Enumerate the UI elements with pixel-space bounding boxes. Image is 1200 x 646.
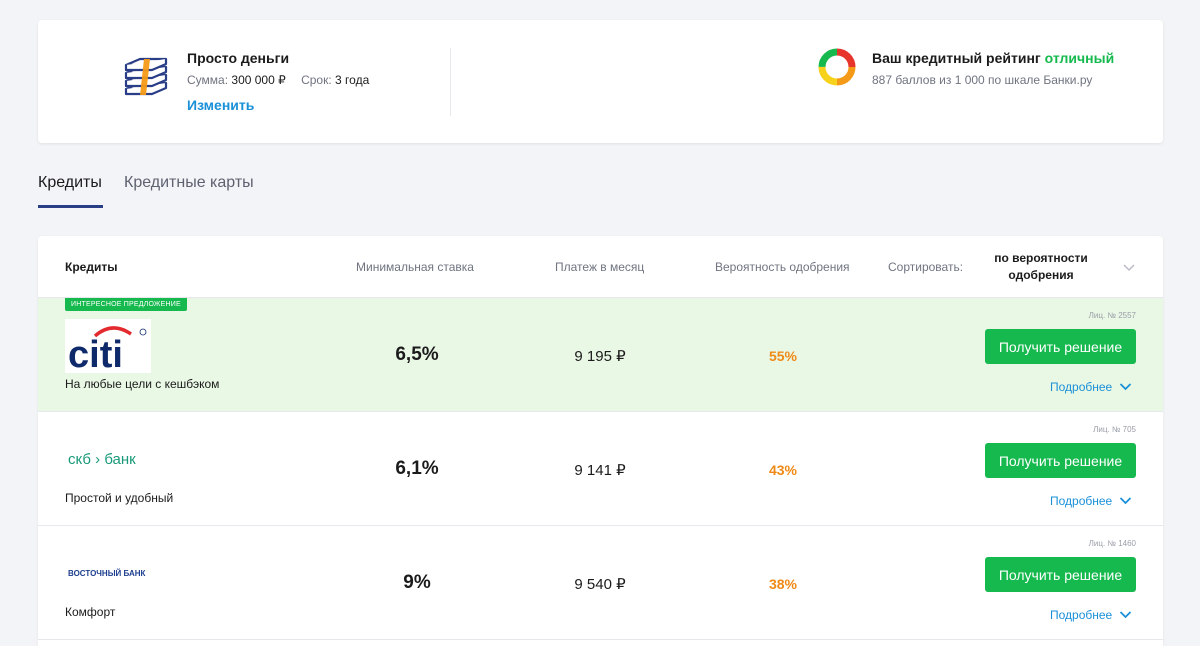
monthly-payment: 9 195 ₽: [574, 348, 626, 365]
term-value: 3 года: [335, 73, 370, 87]
credit-rating-score: 887 баллов из 1 000 по шкале Банки.ру: [872, 73, 1093, 87]
table-header: Кредиты Минимальная ставка Платеж в меся…: [38, 236, 1163, 298]
credit-rating-label: Ваш кредитный рейтинг: [872, 50, 1041, 66]
active-tab-indicator: [38, 205, 103, 208]
vostochny-logo-text: ВОСТОЧНЫЙ БАНК: [68, 569, 145, 578]
sort-label: Сортировать:: [888, 260, 964, 274]
credit-rating-value: отличный: [1044, 50, 1115, 66]
divider: [450, 48, 451, 116]
table-row: ИНТЕРЕСНОЕ ПРЕДЛОЖЕНИЕ citi На любые цел…: [38, 298, 1163, 412]
chevron-down-icon[interactable]: [1119, 610, 1132, 619]
column-header-probability: Вероятность одобрения: [715, 260, 850, 274]
column-header-credits: Кредиты: [65, 260, 118, 274]
details-link[interactable]: Подробнее: [1050, 494, 1113, 508]
promo-badge: ИНТЕРЕСНОЕ ПРЕДЛОЖЕНИЕ: [65, 298, 187, 311]
credit-rating-title: Ваш кредитный рейтинг отличный: [872, 50, 1114, 66]
chevron-down-icon[interactable]: [1122, 262, 1136, 272]
license-number: Лиц. № 1460: [1088, 539, 1136, 548]
details-link[interactable]: Подробнее: [1050, 608, 1113, 622]
chevron-down-icon[interactable]: [1119, 382, 1132, 391]
credit-rating-donut-icon: [818, 48, 856, 86]
tab-credit-cards[interactable]: Кредитные карты: [124, 174, 254, 191]
table-row: скб › банк Простой и удобный 6,1% 9 141 …: [38, 412, 1163, 526]
loan-summary-card: Просто деньги Сумма: 300 000 ₽ Срок: 3 г…: [38, 20, 1163, 143]
citi-logo-text: citi: [68, 334, 123, 373]
min-rate: 6,1%: [395, 458, 439, 479]
citi-logo: citi: [65, 319, 151, 373]
column-header-rate: Минимальная ставка: [356, 260, 474, 274]
tab-credits[interactable]: Кредиты: [38, 174, 102, 191]
details-link[interactable]: Подробнее: [1050, 380, 1113, 394]
license-number: Лиц. № 705: [1093, 425, 1136, 434]
offers-table: Кредиты Минимальная ставка Платеж в меся…: [38, 236, 1163, 646]
get-decision-button[interactable]: Получить решение: [985, 557, 1136, 592]
change-link[interactable]: Изменить: [187, 97, 255, 113]
chevron-down-icon[interactable]: [1119, 496, 1132, 505]
get-decision-button[interactable]: Получить решение: [985, 443, 1136, 478]
sort-dropdown[interactable]: по вероятности одобрения: [994, 251, 1088, 282]
approval-probability: 43%: [768, 462, 798, 478]
min-rate: 9%: [403, 572, 431, 593]
product-description: Комфорт: [65, 605, 116, 619]
product-title: Просто деньги: [187, 50, 290, 66]
approval-probability: 38%: [768, 576, 798, 592]
monthly-payment: 9 540 ₽: [574, 576, 626, 593]
product-params: Сумма: 300 000 ₽ Срок: 3 года: [187, 73, 369, 87]
get-decision-button[interactable]: Получить решение: [985, 329, 1136, 364]
amount-label: Сумма:: [187, 73, 229, 87]
skb-logo-text: скб › банк: [68, 451, 136, 468]
product-description: На любые цели с кешбэком: [65, 377, 220, 391]
vostochny-bank-logo: ВОСТОЧНЫЙ БАНК: [68, 569, 145, 578]
skb-bank-logo: скб › банк: [68, 451, 136, 468]
license-number: Лиц. № 2557: [1088, 311, 1136, 320]
monthly-payment: 9 141 ₽: [574, 462, 626, 479]
term-label: Срок:: [301, 73, 332, 87]
table-row: ВОСТОЧНЫЙ БАНК Комфорт 9% 9 540 ₽ 38% Ли…: [38, 526, 1163, 640]
column-header-payment: Платеж в месяц: [555, 260, 645, 274]
min-rate: 6,5%: [395, 344, 439, 365]
amount-value: 300 000 ₽: [231, 73, 286, 87]
approval-probability: 55%: [768, 348, 798, 364]
product-description: Простой и удобный: [65, 491, 174, 505]
money-stack-icon: [124, 57, 168, 96]
